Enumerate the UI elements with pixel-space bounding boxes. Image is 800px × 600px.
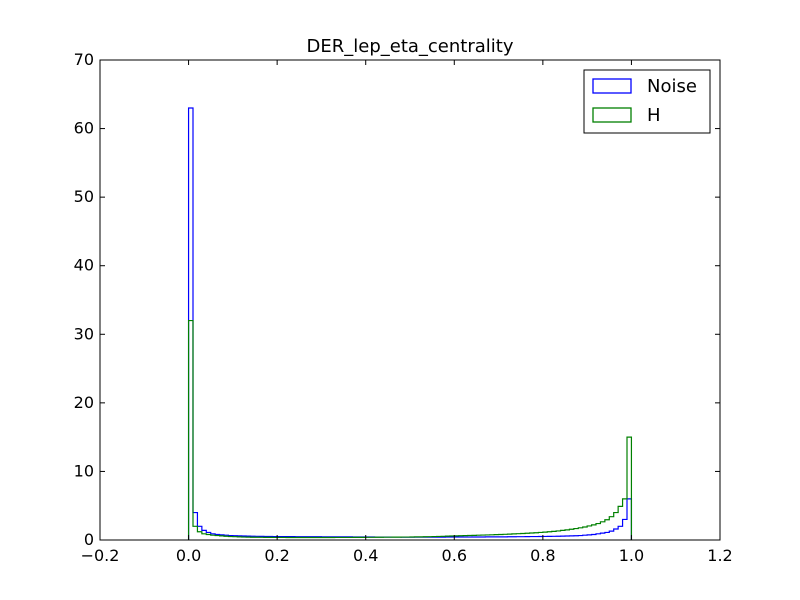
x-tick-label: 0.2 bbox=[264, 546, 289, 565]
legend: Noise H bbox=[583, 69, 711, 134]
chart-title: DER_lep_eta_centrality bbox=[307, 36, 514, 57]
plot-area bbox=[100, 60, 720, 540]
legend-label-noise: Noise bbox=[647, 76, 697, 97]
y-tick-label: 70 bbox=[74, 50, 94, 69]
plot-frame bbox=[99, 59, 721, 541]
x-tick-label: −0.2 bbox=[81, 546, 120, 565]
y-tick-label: 40 bbox=[74, 256, 94, 275]
x-tick-label: 1.2 bbox=[707, 546, 732, 565]
legend-swatch-h bbox=[592, 107, 632, 123]
y-tick-label: 10 bbox=[74, 461, 94, 480]
y-tick-label: 20 bbox=[74, 393, 94, 412]
x-tick-label: 0.4 bbox=[353, 546, 378, 565]
legend-box bbox=[583, 69, 711, 134]
series-line-h bbox=[187, 319, 633, 540]
legend-swatch-noise bbox=[592, 78, 632, 94]
series-layer bbox=[187, 107, 633, 540]
ticks-layer: −0.2 0.0 0.2 0.4 0.6 0.8 1.0 1.2 0 10 20 30 40 50 60 70 bbox=[74, 50, 733, 565]
x-tick-label: 0.8 bbox=[530, 546, 555, 565]
y-tick-label: 0 bbox=[84, 530, 94, 549]
x-tick-label: 0.6 bbox=[442, 546, 467, 565]
y-tick-label: 60 bbox=[74, 119, 94, 138]
legend-label-h: H bbox=[647, 105, 661, 126]
y-tick-label: 30 bbox=[74, 324, 94, 343]
x-tick-label: 0.0 bbox=[176, 546, 201, 565]
y-tick-label: 50 bbox=[74, 187, 94, 206]
x-tick-label: 1.0 bbox=[619, 546, 644, 565]
